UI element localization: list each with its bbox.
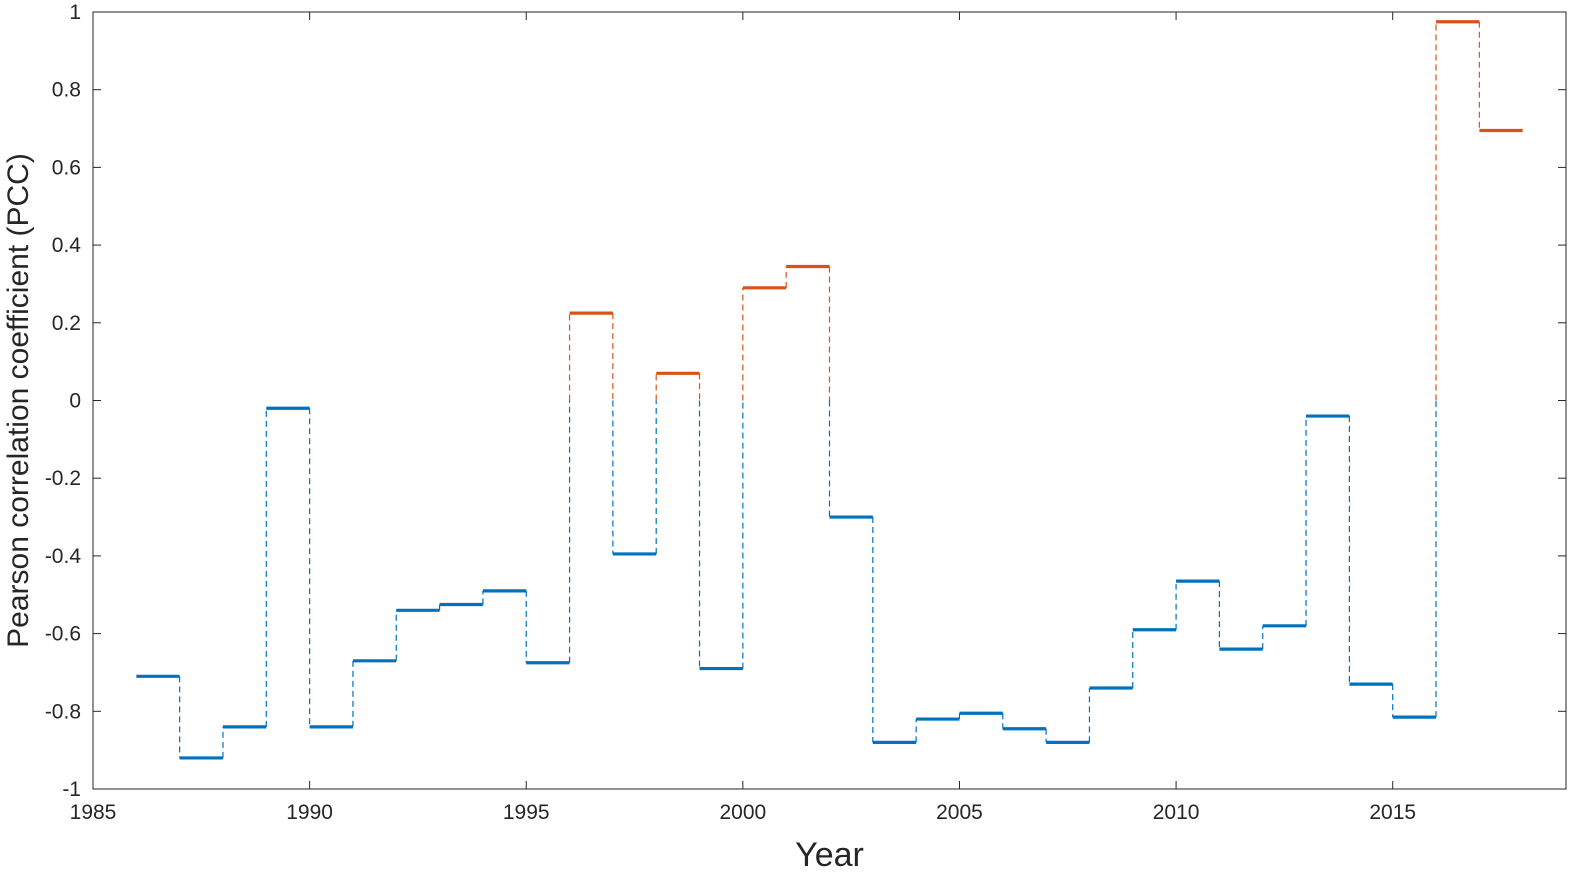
y-tick-label: 0.6 — [52, 156, 81, 179]
y-tick-labels: -1 -0.8 -0.6 -0.4 -0.2 0 0.2 0.4 0.6 0.8 1 — [45, 1, 82, 801]
y-tick-label: 0 — [69, 390, 81, 413]
x-tick-labels: 1985 1990 1995 2000 2005 2010 2015 — [70, 801, 1416, 824]
y-tick-label: -0.6 — [45, 623, 81, 646]
x-tick-label: 1995 — [503, 801, 550, 824]
y-axis-label: Pearson correlation coefficient (PCC) — [2, 153, 35, 648]
x-tick-label: 2000 — [719, 801, 766, 824]
y-tick-label: -0.4 — [45, 545, 82, 568]
x-tick-label: 1990 — [286, 801, 333, 824]
x-tick-label: 2015 — [1369, 801, 1416, 824]
y-tick-label: 0.4 — [52, 234, 82, 257]
y-tick-label: 0.8 — [52, 79, 81, 102]
x-tick-label: 1985 — [70, 801, 117, 824]
x-axis-label: Year — [795, 836, 864, 874]
step-connectors — [179, 21, 1480, 758]
y-tick-label: 0.2 — [52, 312, 81, 335]
axis-ticks — [92, 11, 1566, 790]
y-tick-label: -0.8 — [45, 700, 81, 723]
y-tick-label: -0.2 — [45, 467, 81, 490]
step-segments — [136, 20, 1523, 760]
x-tick-label: 2010 — [1153, 801, 1200, 824]
plot-area — [92, 11, 1567, 790]
x-tick-label: 2005 — [936, 801, 983, 824]
y-tick-label: -1 — [62, 778, 81, 801]
y-tick-label: 1 — [69, 1, 81, 24]
